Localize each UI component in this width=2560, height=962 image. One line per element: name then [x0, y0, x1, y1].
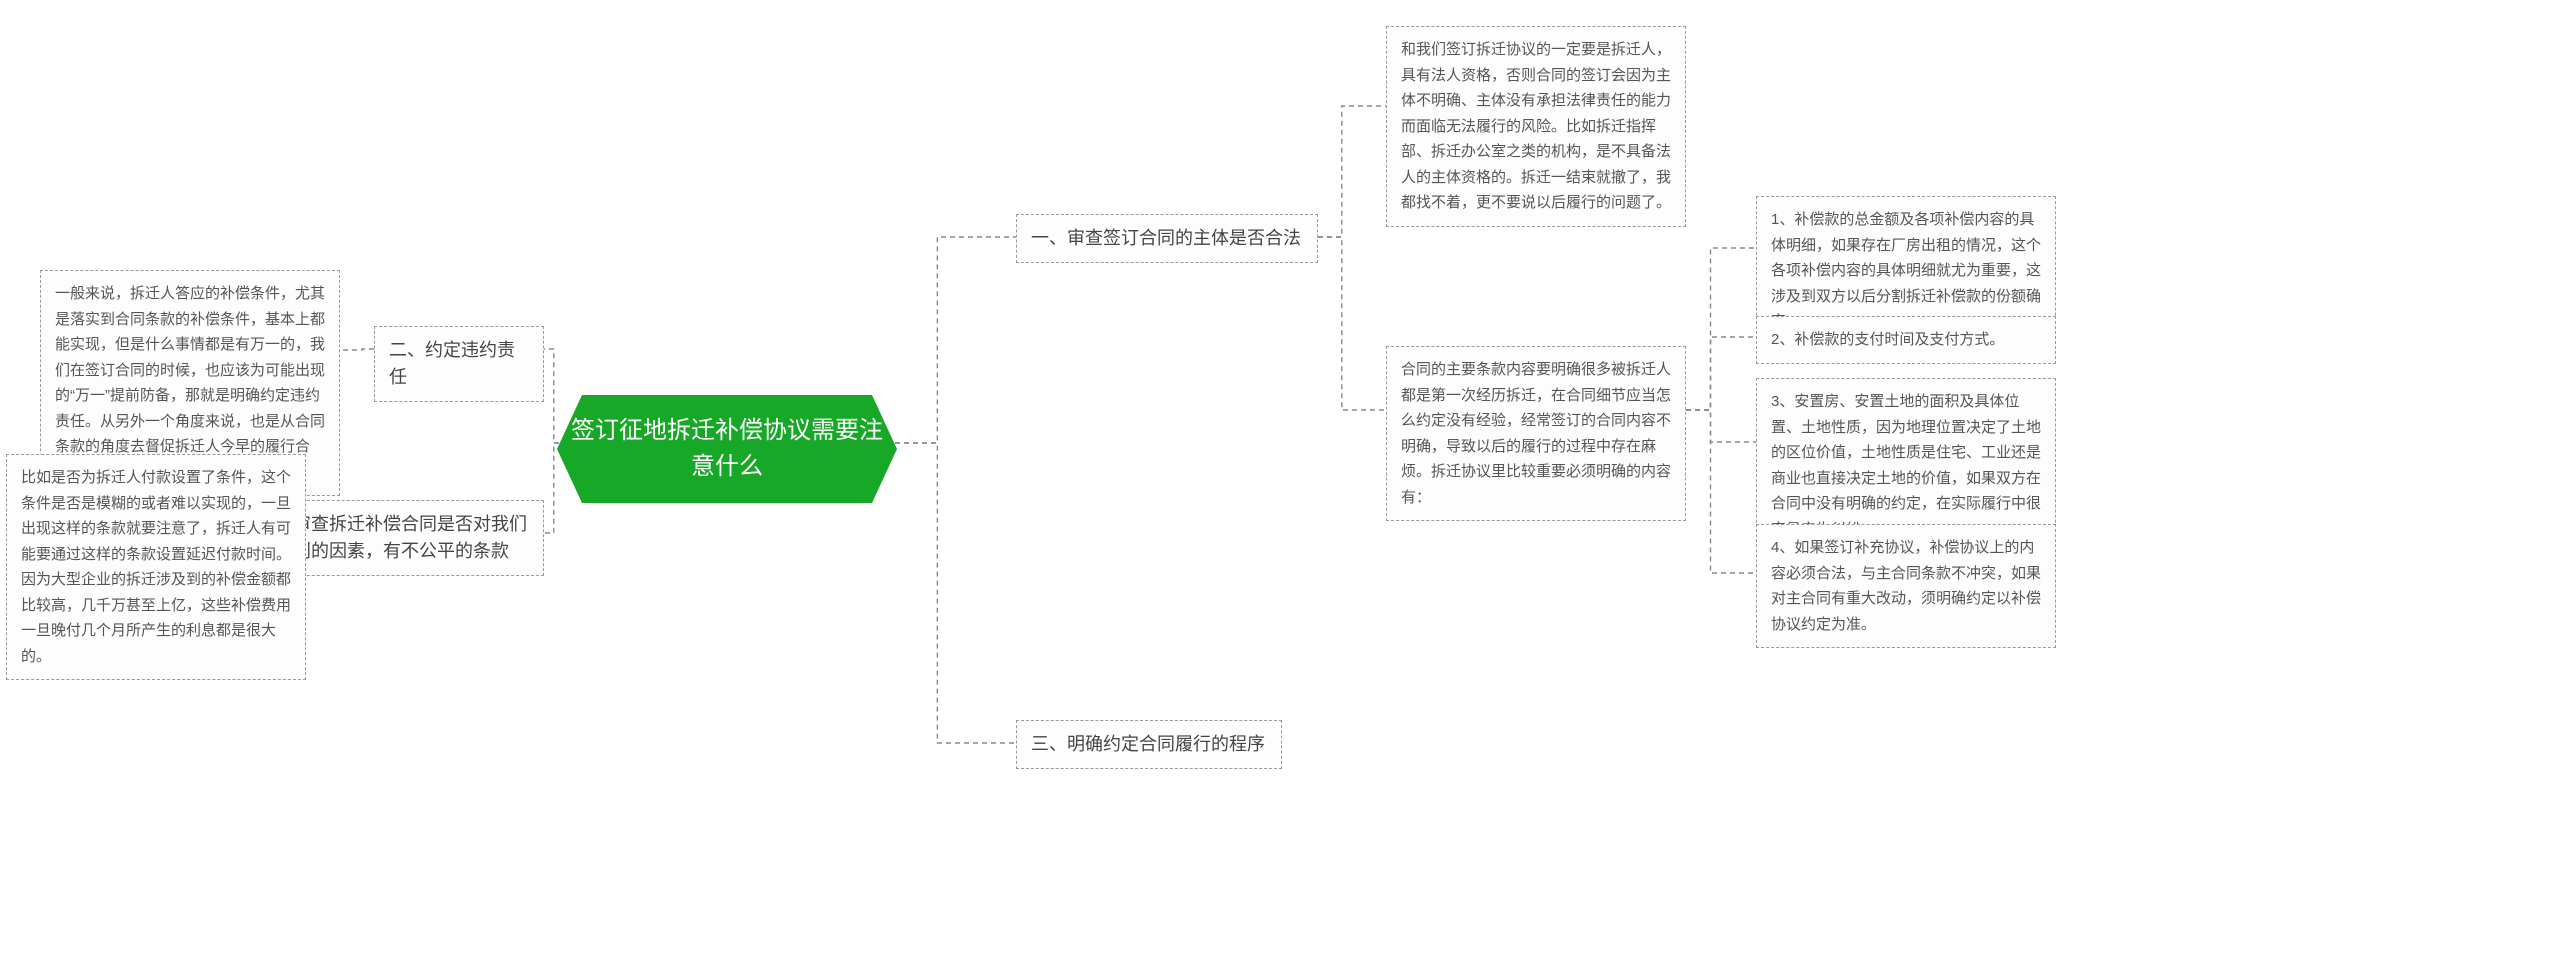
branch-1-leaf-1: 和我们签订拆迁协议的一定要是拆迁人，具有法人资格，否则合同的签订会因为主体不明确… [1386, 26, 1686, 227]
branch-1: 一、审查签订合同的主体是否合法 [1016, 214, 1318, 263]
branch-2: 二、约定违约责任 [374, 326, 544, 402]
connector-layer [0, 0, 2560, 962]
branch-3: 三、明确约定合同履行的程序 [1016, 720, 1282, 769]
branch-1-leaf-2-sub-2: 2、补偿款的支付时间及支付方式。 [1756, 316, 2056, 364]
branch-1-leaf-2: 合同的主要条款内容要明确很多被拆迁人都是第一次经历拆迁，在合同细节应当怎么约定没… [1386, 346, 1686, 521]
root-node: 签订征地拆迁补偿协议需要注意什么 [557, 395, 897, 503]
branch-1-leaf-2-sub-4: 4、如果签订补充协议，补偿协议上的内容必须合法，与主合同条款不冲突，如果对主合同… [1756, 524, 2056, 648]
branch-4-leaf-1: 比如是否为拆迁人付款设置了条件，这个条件是否是模糊的或者难以实现的，一旦出现这样… [6, 454, 306, 680]
